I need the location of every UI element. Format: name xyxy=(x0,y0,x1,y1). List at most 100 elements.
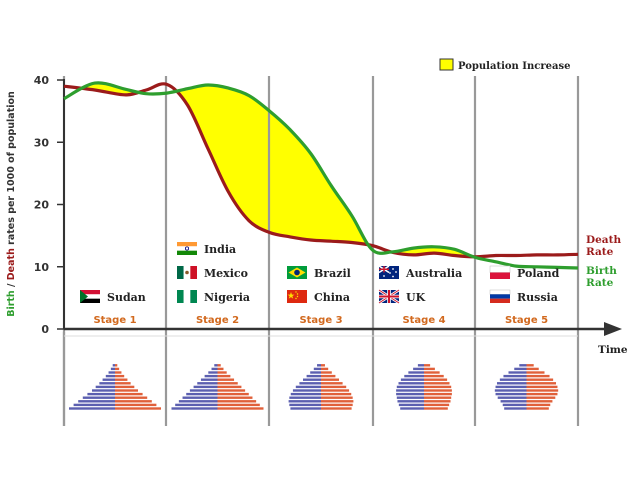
pyramid-bar-female xyxy=(321,403,353,407)
pyramid-bar-female xyxy=(321,400,354,403)
country-label-sudan: Sudan xyxy=(107,291,146,304)
country-label-poland: Poland xyxy=(517,267,560,280)
pyramid-bar-female xyxy=(424,382,450,385)
legend-label: Population Increase xyxy=(458,61,570,72)
pyramid-bar-female xyxy=(526,367,539,371)
y-tick-label: 30 xyxy=(34,136,50,149)
pyramid-bar-male xyxy=(193,385,218,389)
pyramid-bar-male xyxy=(295,385,321,389)
y-axis-label-part: Birth xyxy=(6,290,17,317)
pyramid-bar-male xyxy=(313,367,321,371)
pyramid-bar-male xyxy=(99,382,115,385)
pyramid-bar-male xyxy=(290,392,321,396)
pyramid-bar-male xyxy=(417,364,424,367)
pyramid-bar-female xyxy=(217,385,242,389)
pyramid-bar-male xyxy=(171,407,218,410)
pyramid-bar-female xyxy=(115,364,118,367)
pyramid-bar-male xyxy=(400,378,424,381)
pyramid-bar-male xyxy=(494,389,527,392)
pyramid-bar-male xyxy=(108,371,115,374)
pyramid-bar-female xyxy=(424,378,448,381)
pyramid-bar-male xyxy=(413,367,424,371)
pyramid-bar-male xyxy=(306,374,321,378)
pyramid-bar-male xyxy=(497,396,527,399)
poland-flag-icon xyxy=(489,265,511,279)
pyramid-bar-male xyxy=(317,364,321,367)
india-flag-icon xyxy=(177,242,197,255)
pyramid-bar-female xyxy=(526,396,556,399)
pyramid-bar-male xyxy=(175,403,218,407)
series-line-death-rate xyxy=(63,82,579,259)
pyramid-bar-male xyxy=(396,392,424,396)
pyramid-bar-female xyxy=(424,389,452,392)
death-rate-label: Death xyxy=(586,234,621,246)
pyramid-bar-female xyxy=(321,382,343,385)
pyramid-bar-male xyxy=(292,389,321,392)
pyramid-bar-male xyxy=(289,403,321,407)
pyramid-bar-male xyxy=(197,382,218,385)
pyramid-bar-male xyxy=(495,385,527,389)
pyramid-bar-female xyxy=(217,378,235,381)
birth-rate-label: Rate xyxy=(586,277,614,289)
uk-flag-icon xyxy=(378,288,400,305)
y-axis-label-part: rates per 1000 of population xyxy=(6,91,17,248)
pyramid-bar-female xyxy=(321,374,336,378)
pyramid-bar-male xyxy=(82,396,115,399)
pyramid-bar-female xyxy=(424,385,452,389)
pyramid-bar-male xyxy=(400,407,424,410)
pyramid-bar-male xyxy=(299,382,321,385)
y-tick-label: 10 xyxy=(34,261,50,274)
birth-rate-label: Birth xyxy=(586,265,617,277)
pyramid-bar-female xyxy=(424,374,444,378)
pyramid-bar-male xyxy=(514,367,527,371)
pyramid-bar-female xyxy=(115,400,152,403)
pyramid-bar-female xyxy=(321,378,339,381)
pyramid-bar-female xyxy=(115,392,143,396)
pyramid-bar-male xyxy=(95,385,115,389)
pyramid-bar-female xyxy=(217,364,221,367)
nigeria-flag-icon xyxy=(177,290,197,303)
pyramid-bar-female xyxy=(321,385,347,389)
pyramid-bar-female xyxy=(115,378,128,381)
pyramid-bar-male xyxy=(189,389,218,392)
pyramid-bar-female xyxy=(321,367,329,371)
country-label-russia: Russia xyxy=(517,291,558,304)
pyramid-bar-male xyxy=(502,403,527,407)
pyramid-bar-female xyxy=(424,364,431,367)
pyramid-bar-female xyxy=(115,385,135,389)
pyramid-bar-female xyxy=(526,400,553,403)
pyramid-bar-female xyxy=(321,392,352,396)
pyramid-bar-male xyxy=(495,392,527,396)
pyramid-bar-male xyxy=(288,400,321,403)
y-axis-label-part: Death xyxy=(6,248,17,280)
pyramid-bar-female xyxy=(526,403,551,407)
pyramid-bar-male xyxy=(105,374,115,378)
pyramid-bar-male xyxy=(78,400,115,403)
pyramid-bar-female xyxy=(217,382,238,385)
population-pyramid xyxy=(288,364,354,410)
country-label-nigeria: Nigeria xyxy=(204,291,250,304)
country-label-india: India xyxy=(204,243,236,256)
pyramid-bar-male xyxy=(214,364,218,367)
stage-label: Stage 2 xyxy=(196,315,239,326)
pyramid-bar-male xyxy=(186,392,218,396)
pyramid-bar-female xyxy=(526,378,554,381)
pyramid-bar-female xyxy=(424,367,435,371)
pyramid-bar-male xyxy=(178,400,218,403)
pyramid-bar-male xyxy=(508,371,527,374)
pyramid-bar-male xyxy=(396,389,424,392)
australia-flag-icon xyxy=(378,265,399,279)
pyramid-bar-female xyxy=(424,400,451,403)
population-increase-area xyxy=(64,82,578,257)
china-flag-icon xyxy=(287,290,307,303)
pyramid-bar-male xyxy=(110,367,115,371)
pyramid-bar-male xyxy=(408,371,424,374)
y-tick-label: 40 xyxy=(34,74,50,87)
pyramid-bar-female xyxy=(115,396,148,399)
pyramid-bar-female xyxy=(424,392,452,396)
x-axis-arrow-icon xyxy=(604,322,622,336)
russia-flag-icon xyxy=(489,289,511,303)
pyramid-bar-female xyxy=(526,385,558,389)
pyramid-bar-female xyxy=(321,364,325,367)
